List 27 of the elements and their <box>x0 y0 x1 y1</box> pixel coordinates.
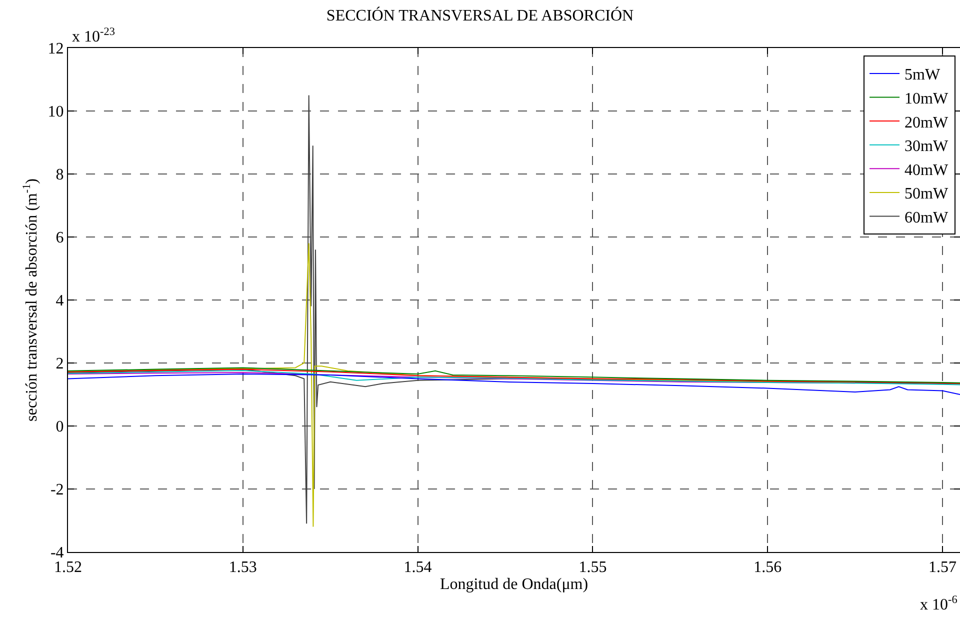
y-tick-label: 12 <box>48 40 64 58</box>
y-tick-label: 2 <box>56 356 64 373</box>
legend-label: 5mW <box>904 66 941 84</box>
x-tick-label: 1.57 <box>928 559 957 576</box>
y-tick-label: 8 <box>56 166 64 184</box>
y-tick-label: -4 <box>50 544 64 562</box>
text: x 10$^{-6}$ <box>920 594 958 614</box>
y-tick-label: 0 <box>56 418 64 436</box>
legend-label: 30mW <box>904 138 949 156</box>
y-tick-label: 10 <box>48 104 64 121</box>
legend-label: 20mW <box>904 114 949 132</box>
x-tick-label: 1.54 <box>404 559 432 576</box>
legend-label: 10mW <box>904 90 949 108</box>
chart-title: SECCIÓN TRANSVERSAL DE ABSORCIÓN <box>326 6 634 25</box>
legend-label: 60mW <box>904 210 949 226</box>
y-tick-label: -2 <box>50 482 64 499</box>
line-series <box>68 374 960 395</box>
legend-label: 40mW <box>904 162 949 179</box>
x-tick-label: 1.52 <box>54 559 82 576</box>
x-tick-label: 1.56 <box>754 559 782 576</box>
x-tick-label: 1.53 <box>228 559 257 576</box>
y-tick-label: 4 <box>56 292 64 310</box>
text: x 10$^{-23}$ <box>72 26 116 46</box>
legend-label: 50mW <box>904 186 949 203</box>
x-axis-title: Longitud de Onda(μm) <box>440 576 588 594</box>
x-tick-label: 1.55 <box>578 559 607 576</box>
y-tick-label: 6 <box>56 230 64 247</box>
